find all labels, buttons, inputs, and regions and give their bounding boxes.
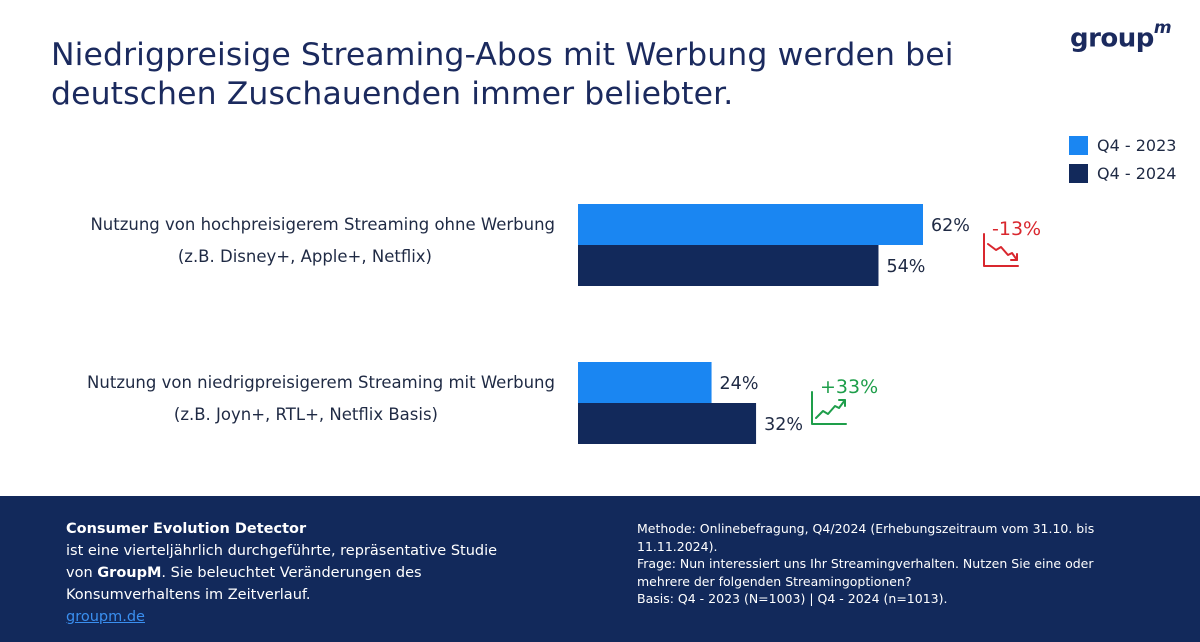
bar-1-Q4-2023: [578, 204, 923, 245]
category-label-2-line-2: (z.B. Joyn+, RTL+, Netflix Basis): [174, 405, 438, 424]
study-heading: Consumer Evolution Detector: [66, 521, 307, 537]
trend-up-icon: [811, 391, 847, 425]
study-line-2: von GroupM. Sie beleuchtet Veränderungen…: [66, 565, 422, 581]
data-label-1-Q4-2023: 62%: [931, 216, 970, 236]
study-line-1: ist eine vierteljährlich durchgeführte, …: [66, 543, 498, 559]
bar-2-Q4-2023: [578, 362, 712, 403]
bar-chart: Nutzung von hochpreisigerem Streaming oh…: [87, 136, 1176, 444]
legend-swatch-Q4-2023: [1069, 136, 1088, 155]
bar-1-Q4-2024: [578, 245, 879, 286]
legend-swatch-Q4-2024: [1069, 164, 1088, 183]
footer: Consumer Evolution Detector ist eine vie…: [0, 496, 1200, 642]
question-line-2: mehrere der folgenden Streamingoptionen?: [637, 573, 912, 589]
question-line-1: Frage: Nun interessiert uns Ihr Streamin…: [637, 556, 1094, 571]
data-label-1-Q4-2024: 54%: [886, 257, 925, 277]
bar-2-Q4-2024: [578, 403, 757, 444]
method-line-1: Methode: Onlinebefragung, Q4/2024 (Erheb…: [637, 521, 1095, 536]
logo-text: group: [1070, 23, 1154, 54]
category-label-1-line-1: Nutzung von hochpreisigerem Streaming oh…: [90, 215, 555, 234]
page-title: Niedrigpreisige Streaming-Abos mit Werbu…: [51, 37, 954, 112]
logo-superscript: m: [1153, 18, 1172, 38]
legend-label-Q4-2023: Q4 - 2023: [1097, 136, 1176, 155]
trend-down-icon: [983, 233, 1019, 267]
data-label-2-Q4-2024: 32%: [764, 415, 803, 435]
change-label-2: +33%: [820, 376, 878, 398]
data-label-2-Q4-2023: 24%: [720, 374, 759, 394]
basis-line: Basis: Q4 - 2023 (N=1003) | Q4 - 2024 (n…: [637, 591, 948, 606]
method-line-2: 11.11.2024).: [637, 538, 718, 554]
category-label-1-line-2: (z.B. Disney+, Apple+, Netflix): [178, 247, 432, 266]
change-label-1: -13%: [992, 218, 1041, 240]
legend-label-Q4-2024: Q4 - 2024: [1097, 164, 1176, 183]
category-label-2-line-1: Nutzung von niedrigpreisigerem Streaming…: [87, 373, 555, 392]
study-line-3: Konsumverhaltens im Zeitverlauf.: [66, 587, 311, 603]
methodology-notes: Methode: Onlinebefragung, Q4/2024 (Erheb…: [637, 520, 1137, 608]
groupm-link[interactable]: groupm.de: [66, 609, 145, 625]
groupm-brand: GroupM: [97, 565, 162, 581]
study-description: Consumer Evolution Detector ist eine vie…: [66, 518, 536, 628]
groupm-logo: groupm: [1070, 18, 1172, 54]
